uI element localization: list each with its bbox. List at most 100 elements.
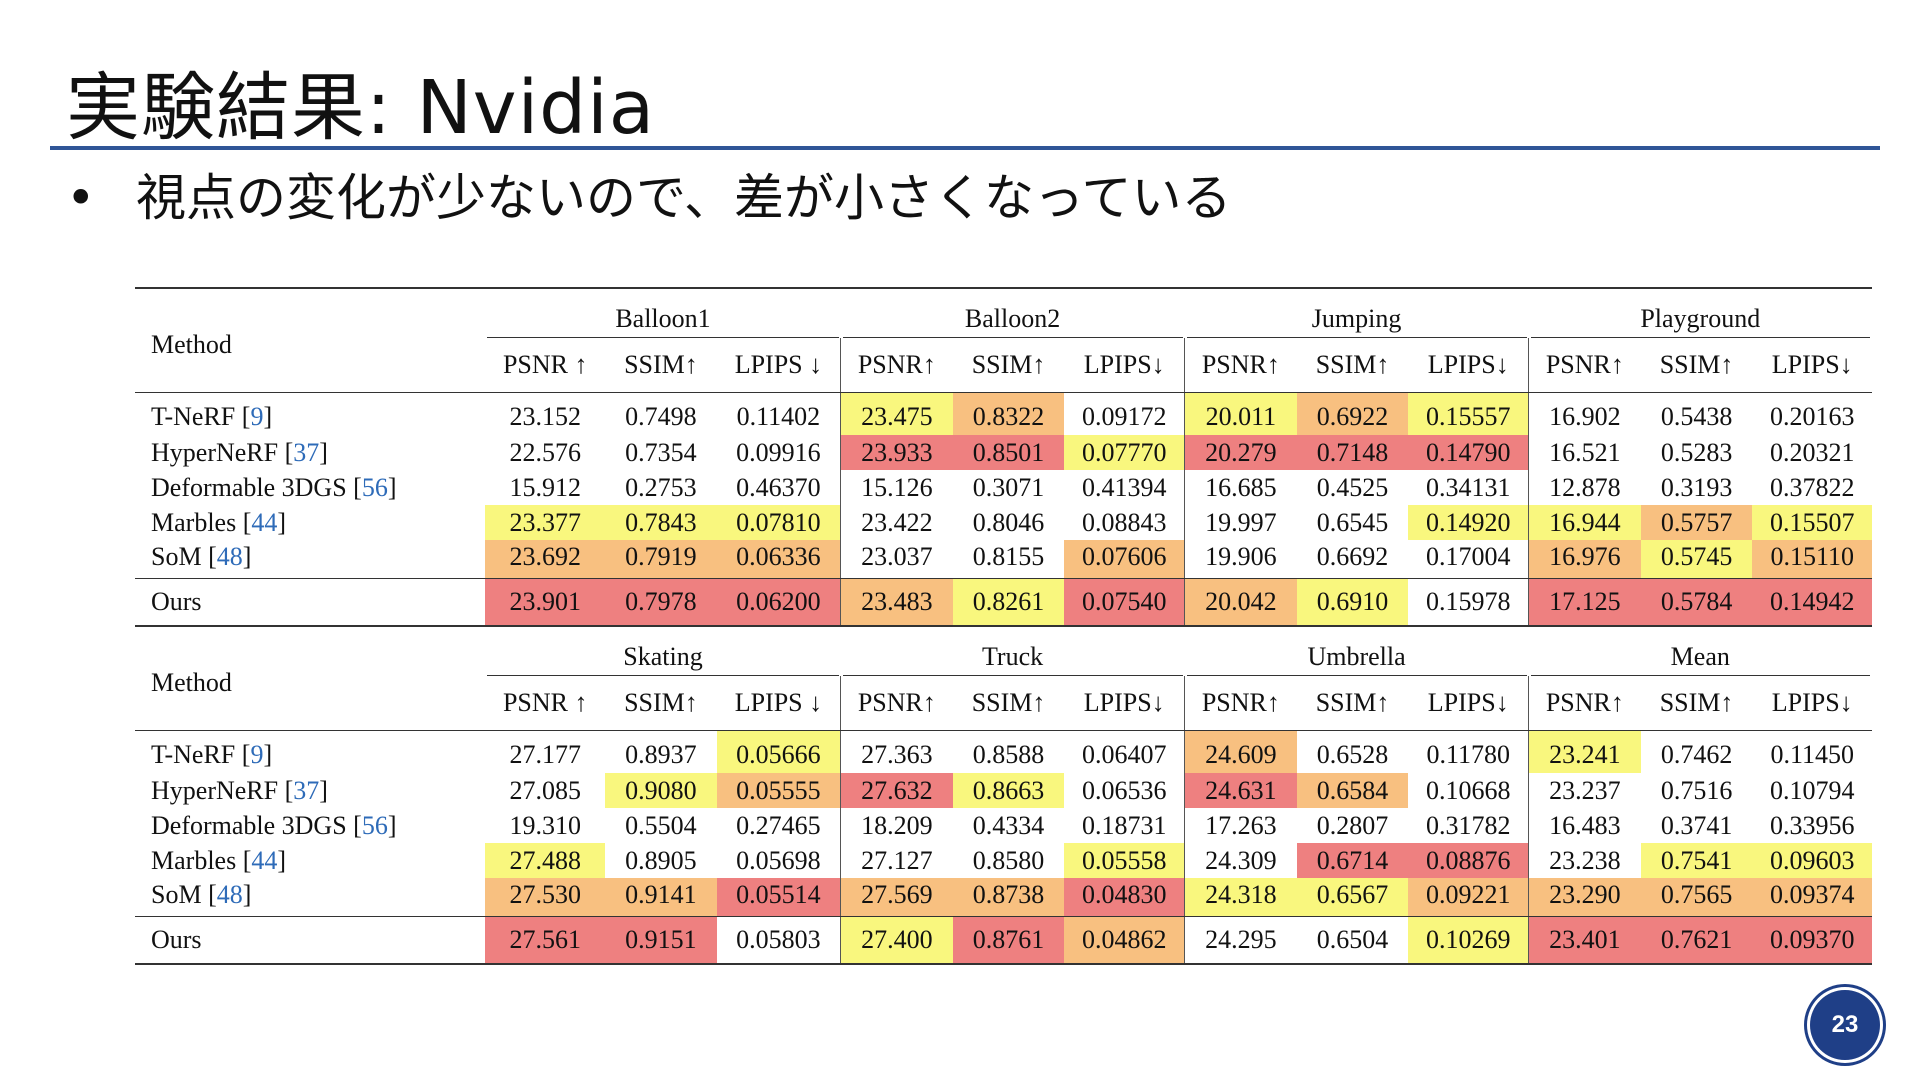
metric-value: 0.8905 [625,845,697,875]
metric-value: 23.483 [840,578,953,627]
method-name: Deformable 3DGS [56] [135,470,485,505]
metric-value: 23.241 [1528,730,1641,773]
metric-value: 0.14790 [1408,435,1529,470]
metric-value: 15.912 [509,472,582,502]
metric-value: 27.561 [485,916,606,965]
metric-header: PSNR↑ [1528,676,1641,731]
method-name-ours: Ours [135,578,486,627]
page-number-badge: 23 [1810,990,1880,1060]
metric-value: 0.14920 [1408,505,1529,540]
table-row: HyperNeRF [37] 22.576 0.7354 0.09916 23.933 0… [135,435,1872,470]
metric-header: LPIPS↓ [1752,338,1872,393]
metric-value: 0.09370 [1752,916,1872,965]
metric-header: PSNR↑ [840,676,953,731]
metric-value: 0.6584 [1296,773,1409,808]
citation-number: 44 [251,507,278,537]
metric-value: 0.15507 [1752,505,1872,540]
method-name: T-NeRF [9] [135,392,485,435]
metric-value: 0.37822 [1769,472,1855,502]
table-row: SoM [48] 23.692 0.7919 0.06336 23.037 0.8155 0… [135,540,1872,579]
metric-header: SSIM↑ [952,338,1065,393]
metric-value: 0.6567 [1296,878,1409,917]
metric-value: 0.08843 [1081,507,1167,537]
citation-number: 48 [216,541,243,571]
metric-value: 0.15978 [1408,578,1529,627]
metric-value: 0.15110 [1752,540,1872,579]
citation-bracket: ] [277,507,287,537]
citation-bracket: ] [263,401,273,431]
group-header-row: Method Skating Truck Umbrella Mean [135,625,1872,731]
title-divider [50,146,1880,150]
method-label: Marbles [ [151,845,252,875]
metric-value: 0.10269 [1408,916,1529,965]
method-label: Marbles [ [151,507,252,537]
table-row: T-NeRF [9] 23.152 0.7498 0.11402 23.475 0.832… [135,392,1872,435]
metric-header: LPIPS ↓ [716,338,841,393]
dataset-group-header: Playground [1529,288,1872,338]
metric-value: 0.6910 [1296,578,1409,627]
metric-value: 0.8155 [952,540,1065,579]
metric-value: 27.488 [485,843,606,878]
metric-value: 0.17004 [1408,540,1529,579]
table-row: Marbles [44] 23.377 0.7843 0.07810 23.422 0.8… [135,505,1872,540]
citation-number: 9 [250,401,264,431]
dataset-group-header: Mean [1529,626,1872,676]
metric-value: 0.4525 [1316,472,1389,502]
metric-value: 0.05555 [716,773,841,808]
metric-value: 0.15557 [1408,392,1529,435]
metric-value: 0.5283 [1660,437,1733,467]
citation-number: 37 [293,775,320,805]
citation-number: 44 [251,845,278,875]
method-name: HyperNeRF [37] [135,435,485,470]
metric-value: 16.944 [1528,505,1641,540]
dataset-group-header: Truck [841,626,1185,676]
method-name: Deformable 3DGS [56] [135,808,485,843]
bullet-point: • 視点の変化が少ないので、差が小さくなっている [66,158,1232,230]
metric-header: SSIM↑ [952,676,1065,731]
metric-value: 0.09603 [1752,843,1872,878]
citation-number: 56 [361,472,388,502]
citation-bracket: ] [242,879,252,909]
metric-value: 0.7843 [605,505,717,540]
dataset-group-header: Skating [485,626,840,676]
metric-value: 27.363 [840,730,953,773]
metric-value: 16.976 [1528,540,1641,579]
method-label: HyperNeRF [ [151,775,294,805]
metric-value: 0.8261 [952,578,1065,627]
method-label: T-NeRF [ [151,739,251,769]
metric-value: 0.10668 [1426,775,1511,805]
metric-value: 0.8046 [972,507,1045,537]
metric-value: 0.09916 [736,437,821,467]
metric-value: 0.6714 [1296,843,1409,878]
metric-value: 0.5438 [1660,401,1733,431]
metric-value: 0.05698 [736,845,821,875]
metric-value: 23.901 [485,578,606,627]
method-label: SoM [ [151,541,217,571]
metric-value: 23.237 [1528,773,1641,808]
metric-value: 0.33956 [1769,810,1855,840]
dataset-group-header: Umbrella [1185,626,1529,676]
results-table: Method Balloon1 Balloon2 Jumping Playground P… [135,287,1872,965]
metric-value: 0.8322 [952,392,1065,435]
ours-row: Ours 27.561 0.9151 0.05803 27.400 0.8761 0.048… [135,916,1872,965]
method-label: Deformable 3DGS [ [151,810,362,840]
metric-header: LPIPS↓ [1752,676,1872,731]
metric-header: LPIPS↓ [1408,676,1529,731]
metric-value: 0.7516 [1660,775,1733,805]
metric-value: 0.09221 [1408,878,1529,917]
metric-value: 0.5757 [1640,505,1753,540]
metric-value: 23.475 [840,392,953,435]
metric-header: SSIM↑ [1640,338,1753,393]
ours-row: Ours 23.901 0.7978 0.06200 23.483 0.8261 0.075… [135,578,1872,627]
dataset-group-header: Balloon2 [841,288,1185,338]
metric-value: 23.290 [1528,878,1641,917]
metric-value: 23.152 [509,401,582,431]
metric-value: 20.011 [1184,392,1297,435]
bullet-icon: • [66,169,96,227]
method-label: Deformable 3DGS [ [151,472,362,502]
metric-value: 0.09374 [1752,878,1872,917]
metric-value: 24.609 [1184,730,1297,773]
metric-value: 16.483 [1528,808,1641,843]
metric-value: 27.400 [840,916,953,965]
table-row: SoM [48] 27.530 0.9141 0.05514 27.569 0.8738 0… [135,878,1872,917]
